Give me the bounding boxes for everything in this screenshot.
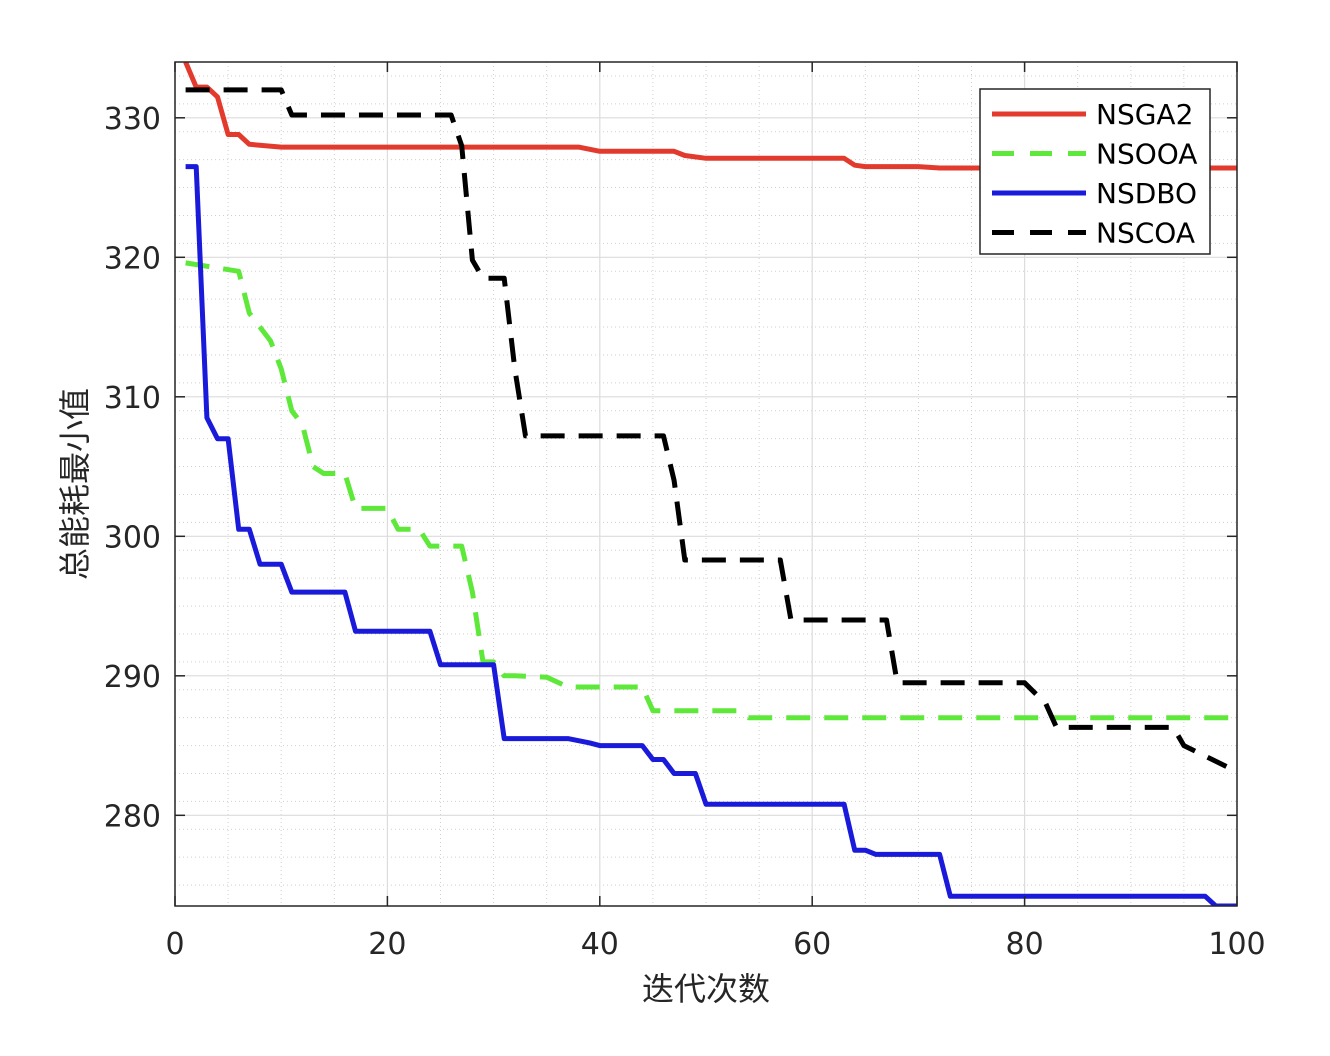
x-tick-label: 20 bbox=[368, 927, 406, 962]
tick-marks bbox=[174, 62, 1238, 906]
x-tick-labels: 0 20 40 60 80 100 bbox=[165, 927, 1265, 962]
legend-label-nscoa: NSCOA bbox=[1096, 217, 1195, 250]
x-tick-label: 80 bbox=[1006, 927, 1044, 962]
y-tick-label: 300 bbox=[104, 520, 161, 555]
x-tick-label: 60 bbox=[793, 927, 831, 962]
plot-area-frame bbox=[174, 61, 1238, 907]
y-tick-label: 310 bbox=[104, 381, 161, 416]
y-axis-label: 总能耗最小值 bbox=[56, 388, 94, 580]
legend: NSGA2 NSOOA NSDBO NSCOA bbox=[979, 88, 1211, 255]
y-tick-label: 320 bbox=[104, 241, 161, 276]
series-line-nscoa bbox=[185, 87, 1228, 769]
series-layer bbox=[183, 62, 1237, 906]
y-tick-labels: 280 290 300 310 320 330 bbox=[104, 102, 161, 835]
legend-label-nsooa: NSOOA bbox=[1096, 138, 1197, 171]
y-tick-label: 280 bbox=[104, 799, 161, 834]
x-tick-label: 0 bbox=[165, 927, 184, 962]
series-line-nsdbo bbox=[185, 164, 1237, 906]
x-axis-label: 迭代次数 bbox=[642, 970, 770, 1008]
series-line-nsooa bbox=[185, 260, 1237, 721]
y-tick-label: 290 bbox=[104, 660, 161, 695]
series-line-nsga2 bbox=[183, 62, 1237, 171]
y-tick-label: 330 bbox=[104, 102, 161, 137]
x-tick-label: 100 bbox=[1208, 927, 1265, 962]
legend-label-nsdbo: NSDBO bbox=[1096, 177, 1197, 210]
legend-label-nsga2: NSGA2 bbox=[1096, 98, 1193, 131]
x-tick-label: 40 bbox=[581, 927, 619, 962]
